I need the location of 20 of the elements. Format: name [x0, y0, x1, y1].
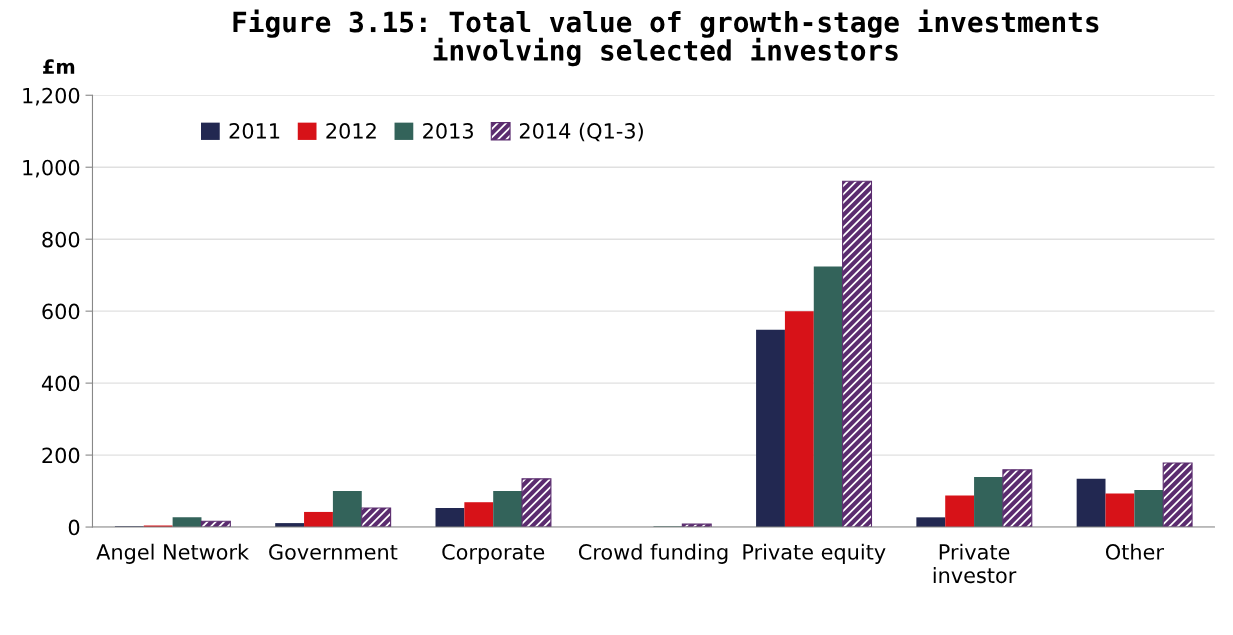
- x-tick-label: Other: [1105, 543, 1164, 560]
- legend-label: 2014 (Q1-3): [519, 122, 643, 142]
- x-tick-label: Government: [269, 544, 398, 560]
- y-tick-label: 1,200: [23, 87, 80, 106]
- x-tick-label: Corporate: [442, 544, 545, 564]
- y-tick-label: 0: [68, 519, 80, 536]
- y-tick-label: 600: [42, 303, 80, 320]
- x-tick-label: Private equity: [743, 543, 886, 564]
- x-tick-label: Crowd funding: [578, 543, 728, 564]
- x-tick-label: Private investor: [933, 543, 1017, 584]
- y-tick-label: 200: [42, 447, 80, 464]
- legend-label: 2013: [423, 123, 473, 139]
- legend-label: 2012: [326, 123, 376, 139]
- y-axis-title: £m: [43, 59, 75, 74]
- x-tick-label: Angel Network: [96, 543, 250, 564]
- y-tick-label: 400: [41, 375, 80, 392]
- legend-label: 2011: [229, 123, 280, 139]
- y-tick-label: 800: [42, 231, 80, 248]
- chart-title: Figure 3.15: Total value of growth-stage investments involving selected investors: [233, 9, 1099, 67]
- y-tick-label: 1,000: [23, 159, 80, 178]
